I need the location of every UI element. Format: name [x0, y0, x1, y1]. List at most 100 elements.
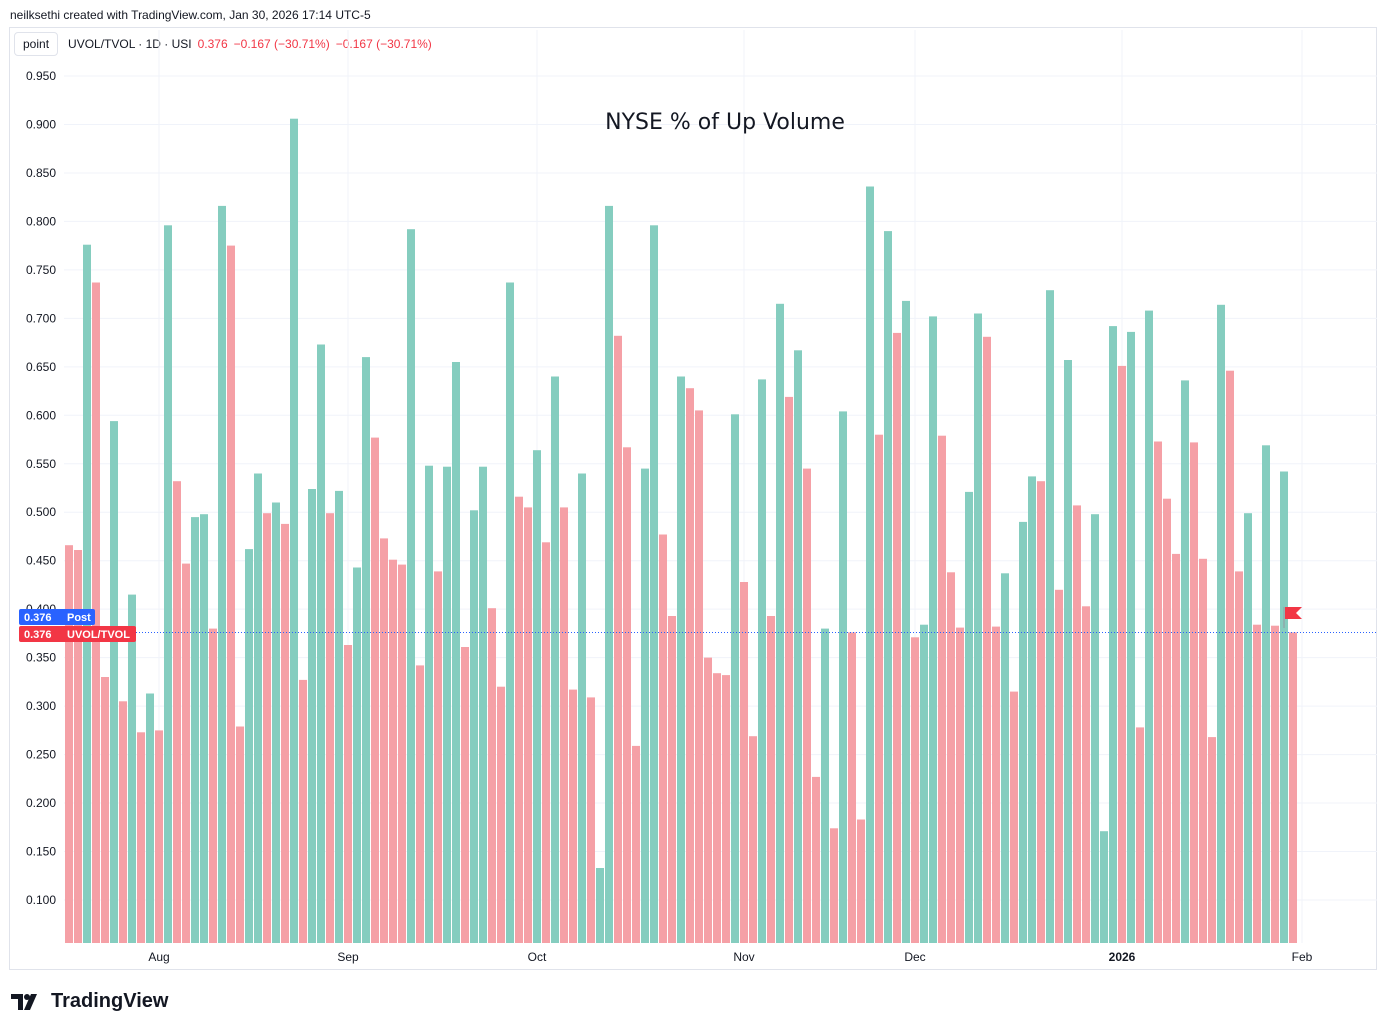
x-tick-label: 2026 — [1109, 950, 1136, 964]
bar — [623, 447, 631, 943]
bar — [443, 466, 451, 943]
bar — [101, 677, 109, 943]
bar — [191, 517, 199, 943]
bar — [389, 559, 397, 943]
bar — [659, 534, 667, 943]
y-tick-label: 0.550 — [26, 457, 56, 471]
bar — [551, 376, 559, 943]
bar — [560, 507, 568, 943]
flag-icon[interactable] — [1283, 607, 1302, 628]
x-tick-label: Sep — [337, 950, 359, 964]
bar — [515, 496, 523, 943]
bar — [1226, 370, 1234, 943]
bar — [1136, 727, 1144, 943]
bar — [857, 819, 865, 943]
y-tick-label: 0.250 — [26, 748, 56, 762]
bar — [668, 616, 676, 943]
chart-frame — [9, 27, 1377, 970]
bar — [74, 550, 82, 943]
bar — [1181, 380, 1189, 943]
bar — [1199, 558, 1207, 943]
bar — [164, 225, 172, 944]
y-tick-label: 0.300 — [26, 699, 56, 713]
y-tick-label: 0.750 — [26, 263, 56, 277]
brand-name: TradingView — [51, 990, 169, 1012]
bar — [110, 421, 118, 944]
bar — [839, 411, 847, 943]
bar — [1127, 331, 1135, 943]
bar — [587, 697, 595, 943]
bar — [686, 388, 694, 943]
bar — [893, 332, 901, 943]
bar — [1145, 310, 1153, 944]
bar — [128, 594, 136, 943]
bar — [902, 300, 910, 943]
bar — [1082, 606, 1090, 943]
bar — [578, 473, 586, 943]
bar — [704, 657, 712, 943]
bar — [227, 245, 235, 944]
y-tick-label: 0.700 — [26, 311, 56, 325]
bar — [650, 225, 658, 944]
bar — [344, 645, 352, 943]
bar — [1037, 481, 1045, 943]
bar — [218, 205, 226, 943]
bar — [335, 490, 343, 943]
bar — [1280, 471, 1288, 943]
bar — [767, 616, 775, 943]
bar — [479, 466, 487, 943]
bar — [965, 491, 973, 943]
bar — [209, 628, 217, 943]
bar — [1073, 505, 1081, 943]
series-badge-name: UVOL/TVOL — [67, 629, 130, 641]
bar — [1172, 553, 1180, 943]
bar — [605, 205, 613, 943]
y-tick-label: 0.350 — [26, 651, 56, 665]
bar — [497, 686, 505, 943]
bar — [803, 468, 811, 943]
bar — [1109, 326, 1117, 944]
bar — [938, 435, 946, 943]
bar — [1154, 441, 1162, 943]
bar — [407, 229, 415, 943]
bar — [1019, 521, 1027, 943]
bar — [245, 549, 253, 943]
tradingview-logo: TradingView — [11, 990, 168, 1013]
bar — [1190, 442, 1198, 943]
y-tick-label: 0.900 — [26, 117, 56, 131]
bar — [461, 647, 469, 943]
point-mode-button[interactable]: point — [14, 32, 59, 56]
bar — [470, 510, 478, 943]
bar — [812, 776, 820, 943]
bar — [1055, 589, 1063, 943]
bar — [254, 473, 262, 943]
price-badges: 0.376 Post 0.376 UVOL/TVOL — [19, 609, 136, 642]
bar — [1244, 513, 1252, 943]
bar — [956, 627, 964, 943]
y-tick-label: 0.650 — [26, 360, 56, 374]
bar — [1217, 304, 1225, 943]
y-axis: 0.1000.1500.2000.2500.3000.3500.4000.450… — [26, 69, 56, 907]
bar — [929, 316, 937, 943]
bar — [569, 689, 577, 943]
bar — [146, 693, 154, 943]
bar — [299, 679, 307, 943]
chart-title: NYSE % of Up Volume — [605, 110, 845, 135]
x-tick-label: Nov — [733, 950, 754, 964]
bar — [983, 336, 991, 943]
bar — [83, 244, 91, 943]
bar — [848, 632, 856, 943]
symbol-label[interactable]: UVOL/TVOL · 1D · USI — [68, 37, 192, 51]
bar — [452, 362, 460, 943]
bar — [173, 481, 181, 943]
bar — [722, 675, 730, 943]
bar — [272, 502, 280, 943]
change-value-2: −0.167 (−30.71%) — [335, 37, 432, 51]
bar — [65, 545, 73, 943]
bar — [830, 828, 838, 943]
bar — [974, 313, 982, 943]
bar — [1100, 831, 1108, 943]
bar — [416, 665, 424, 943]
post-badge — [19, 609, 95, 625]
